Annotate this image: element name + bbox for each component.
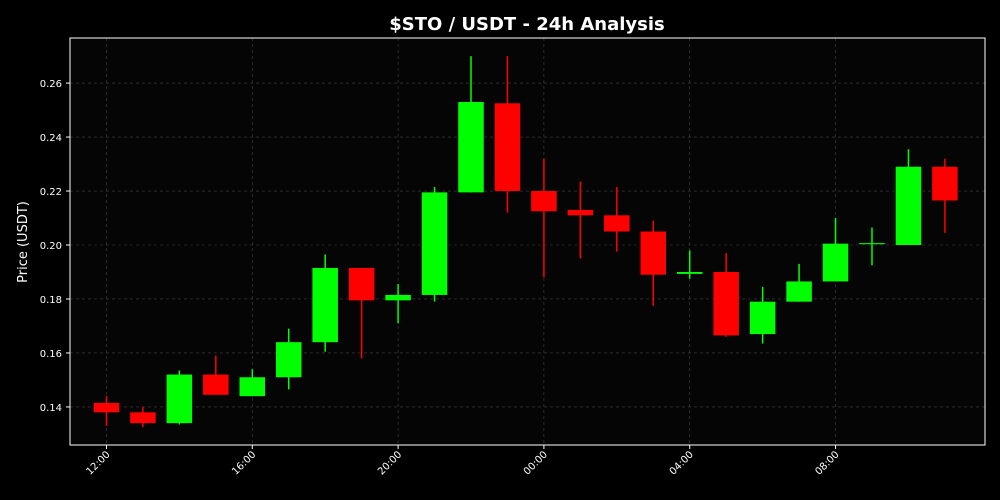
candle-body: [494, 103, 521, 192]
candle-body: [312, 267, 338, 343]
y-axis-label: Price (USDT): [16, 201, 31, 283]
y-tick-label: 0.24: [40, 133, 62, 144]
candle-body: [567, 209, 594, 216]
y-tick-label: 0.18: [40, 295, 62, 306]
chart-title: $STO / USDT - 24h Analysis: [389, 14, 665, 35]
candle-body: [604, 215, 630, 232]
candle-body: [203, 374, 229, 395]
candle-body: [895, 166, 922, 246]
y-tick-label: 0.22: [40, 187, 62, 198]
candle-body: [93, 402, 120, 413]
candle-body: [859, 243, 885, 245]
y-tick-label: 0.16: [40, 349, 62, 360]
candle-body: [676, 271, 703, 274]
candle-body: [421, 192, 448, 295]
y-tick-label: 0.14: [40, 403, 62, 414]
axes-frame: [69, 37, 986, 446]
candle-body: [130, 412, 156, 424]
candle-body: [932, 166, 958, 201]
candle-body: [275, 342, 302, 378]
candle-body: [348, 267, 375, 301]
candle-body: [749, 301, 776, 335]
candle-body: [458, 101, 484, 193]
candle-body: [640, 231, 667, 275]
candle-body: [531, 191, 557, 212]
y-tick-label: 0.20: [40, 241, 62, 252]
candle-body: [713, 271, 739, 336]
candle-body: [166, 374, 193, 424]
candle-body: [822, 243, 849, 282]
candle-body: [239, 377, 266, 397]
candle-body: [385, 294, 411, 301]
candle-body: [786, 281, 812, 302]
y-tick-label: 0.26: [40, 79, 62, 90]
